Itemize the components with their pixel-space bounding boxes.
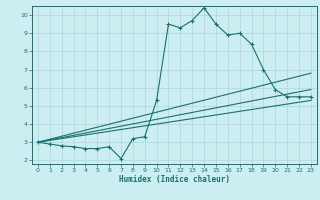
X-axis label: Humidex (Indice chaleur): Humidex (Indice chaleur) <box>119 175 230 184</box>
